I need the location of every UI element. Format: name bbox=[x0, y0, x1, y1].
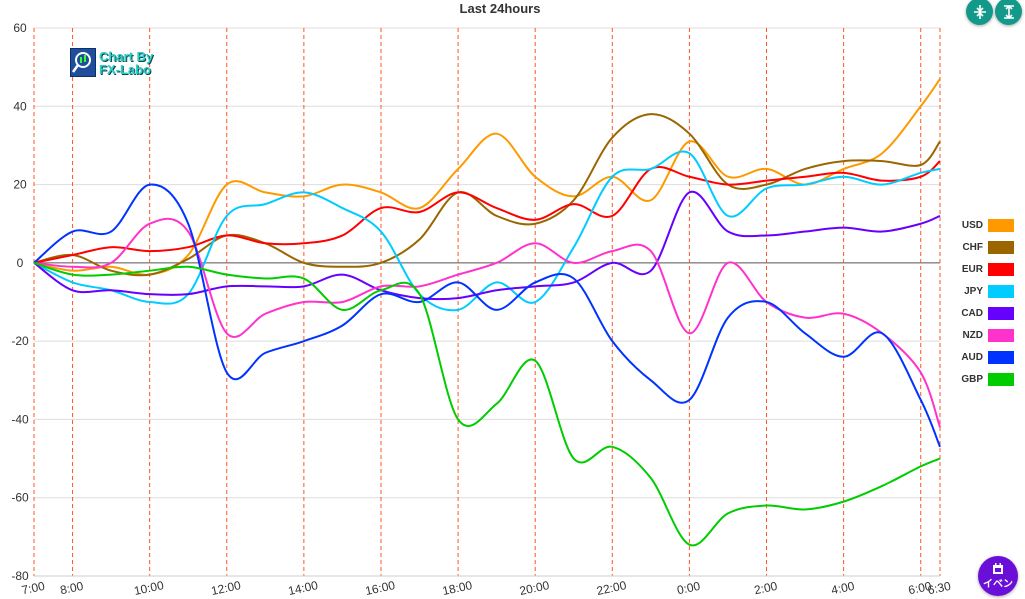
legend-label: USD bbox=[961, 219, 983, 231]
series-line-chf bbox=[33, 113, 941, 277]
magnifier-chart-icon bbox=[70, 48, 96, 77]
event-button[interactable]: イベン bbox=[978, 556, 1018, 596]
y-tick-label: 40 bbox=[13, 99, 27, 113]
series-line-nzd bbox=[33, 217, 941, 428]
legend-label: GBP bbox=[961, 373, 983, 385]
x-tick-label: 6:00 bbox=[907, 579, 933, 598]
legend-swatch bbox=[988, 262, 1014, 276]
legend-swatch bbox=[988, 328, 1014, 342]
legend-label: CAD bbox=[961, 307, 983, 319]
series-line-eur bbox=[33, 160, 941, 264]
collapse-vertical-icon bbox=[973, 4, 986, 19]
x-tick-label: 22:00 bbox=[595, 578, 628, 598]
expand-button[interactable] bbox=[995, 0, 1022, 25]
legend-item-aud[interactable]: AUD bbox=[948, 346, 1014, 368]
collapse-button[interactable] bbox=[966, 0, 993, 25]
legend-swatch bbox=[988, 350, 1014, 364]
legend-swatch bbox=[988, 218, 1014, 232]
legend-swatch bbox=[988, 306, 1014, 320]
y-tick-label: -60 bbox=[11, 491, 29, 505]
x-tick-label: 6:30 bbox=[926, 579, 952, 598]
legend-label: CHF bbox=[962, 241, 983, 253]
legend-label: NZD bbox=[962, 329, 983, 341]
legend: USD CHF EUR JPY CAD NZD AUD GBP bbox=[948, 214, 1014, 390]
legend-item-nzd[interactable]: NZD bbox=[948, 324, 1014, 346]
y-tick-label: 0 bbox=[17, 256, 24, 270]
series-line-aud bbox=[33, 183, 941, 448]
y-tick-label: -20 bbox=[11, 334, 29, 348]
legend-item-jpy[interactable]: JPY bbox=[948, 280, 1014, 302]
chart-title: Last 24hours bbox=[459, 1, 541, 16]
legend-item-chf[interactable]: CHF bbox=[948, 236, 1014, 258]
series-line-cad bbox=[33, 190, 941, 301]
x-tick-label: 2:00 bbox=[753, 579, 779, 598]
legend-item-gbp[interactable]: GBP bbox=[948, 368, 1014, 390]
event-label: イベン bbox=[983, 578, 1013, 590]
legend-item-usd[interactable]: USD bbox=[948, 214, 1014, 236]
y-tick-label: 60 bbox=[13, 21, 27, 35]
legend-item-eur[interactable]: EUR bbox=[948, 258, 1014, 280]
x-tick-label: 14:00 bbox=[287, 578, 320, 598]
y-tick-label: -80 bbox=[11, 569, 29, 583]
y-tick-label: 20 bbox=[13, 178, 27, 192]
x-tick-label: 16:00 bbox=[364, 578, 397, 598]
x-tick-label: 20:00 bbox=[518, 578, 551, 598]
legend-swatch bbox=[988, 372, 1014, 386]
x-tick-label: 4:00 bbox=[830, 579, 856, 598]
legend-swatch bbox=[988, 284, 1014, 298]
legend-label: JPY bbox=[964, 285, 983, 297]
legend-item-cad[interactable]: CAD bbox=[948, 302, 1014, 324]
chart-by-fx-labo-logo: Chart By FX-Labo bbox=[70, 48, 153, 77]
x-tick-label: 0:00 bbox=[676, 579, 702, 598]
legend-label: AUD bbox=[961, 351, 983, 363]
expand-vertical-icon bbox=[1003, 4, 1014, 19]
legend-swatch bbox=[988, 240, 1014, 254]
x-tick-label: 10:00 bbox=[133, 578, 166, 598]
series-line-gbp bbox=[33, 261, 941, 547]
calendar-icon bbox=[993, 562, 1003, 574]
legend-label: EUR bbox=[961, 263, 983, 275]
logo-line-2: FX-Labo bbox=[99, 61, 151, 77]
y-tick-label: -40 bbox=[11, 412, 29, 426]
logo-line-1: Chart By bbox=[99, 48, 154, 64]
x-tick-label: 18:00 bbox=[441, 578, 474, 598]
x-tick-label: 12:00 bbox=[210, 578, 243, 598]
x-tick-label: 8:00 bbox=[59, 579, 85, 598]
x-tick-label: 7:00 bbox=[20, 579, 46, 598]
